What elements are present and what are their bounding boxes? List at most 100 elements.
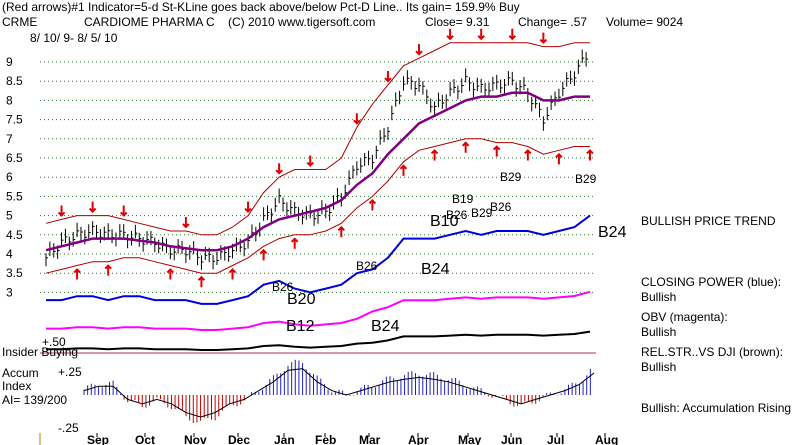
moving-average-line [45,91,590,252]
obv-line [46,290,591,331]
closing-power-line [46,214,591,305]
signal-b29-jun: B29 [500,170,522,184]
buy-arrow [73,268,81,280]
sell-arrow [384,71,392,83]
upper-band-line [45,42,590,236]
x-tick-label: Feb [315,433,336,445]
sell-arrow [508,28,516,41]
legend-rel-str: REL.STR..VS DJI (brown): [641,345,783,359]
buy-arrow [368,198,377,211]
y-tick-label: 7 [6,132,13,146]
y-tick-label: 3 [6,285,13,299]
signal-b24-mar: B24 [371,318,400,335]
buy-arrow [399,164,408,176]
buy-arrow [555,152,563,165]
accum-ma-line [83,368,595,418]
accumulation-rising-note: Bullish: Accumulation Rising [641,401,791,415]
signal-b12: B12 [286,318,315,335]
x-tick-label: Jun [501,433,522,445]
sell-arrow [539,32,548,45]
signal-b29-jul: B29 [575,172,597,186]
y-tick-label: 5 [6,209,13,223]
accum-tick-neg025: -.25 [58,421,79,435]
header-date-range: 8/ 10/ 9- 8/ 5/ 10 [30,31,118,45]
y-tick-label: 4.5 [6,228,23,242]
x-tick-label: Sep [87,433,109,445]
sell-arrow [244,201,252,214]
buy-arrow [228,268,237,280]
header-change: Change= .57 [518,15,587,29]
x-tick-label: May [458,433,482,445]
signal-b20: B20 [287,291,316,308]
signal-b19: B19 [452,192,474,206]
price-gridlines [40,61,594,293]
legend-obv: OBV (magenta): [641,310,728,324]
legend-obv-status: Bullish [641,325,676,339]
sell-arrow [275,163,283,175]
buy-arrow [104,264,112,276]
sell-arrow [57,205,66,217]
buy-arrow [337,225,346,238]
x-tick-label: Mar [359,433,381,445]
price-bands [45,42,590,274]
buy-arrow [586,149,594,161]
y-tick-label: 8.5 [6,74,23,88]
y-tick-label: 8 [6,93,13,107]
legend-closing-power: CLOSING POWER (blue): [641,275,781,289]
buy-arrow [259,248,268,261]
sell-arrow [415,44,423,56]
legend-closing-power-status: Bullish [641,290,676,304]
signal-b10: B10 [430,213,459,230]
signal-arrows [57,28,594,288]
signal-b29-may: B29 [471,206,493,220]
accum-tick-050: +.50 [42,335,66,349]
bullish-price-trend: BULLISH PRICE TREND [641,214,776,228]
sell-arrow [477,28,485,41]
x-tick-label: Apr [408,433,429,445]
y-tick-label: 4 [6,247,13,261]
signal-b24-apr: B24 [421,261,450,278]
y-tick-label: 6.5 [6,151,23,165]
header-volume: Volume= 9024 [606,15,683,29]
legend-rel-str-status: Bullish [641,360,676,374]
y-tick-label: 9 [6,55,13,69]
price-bars [45,49,589,270]
header-indicator-line: (Red arrows)#1 Indicator=5-d St-KLine go… [2,0,520,14]
sell-arrow [88,201,97,214]
buy-arrow [197,275,206,288]
lower-band-line [45,138,590,274]
header-company: CARDIOME PHARMA C [84,15,215,29]
sell-arrow [182,216,190,229]
x-axis-ticks: Sep Oct Nov Dec Jan Feb Mar Apr May Jun Jul Aug [87,433,618,445]
y-tick-label: 6 [6,170,13,184]
x-tick-label: Aug [595,433,618,445]
signal-b24-jul: B24 [598,224,627,241]
buy-arrow [430,149,439,161]
y-axis-ticks: 9 8.5 8 7.5 7 6.5 6 5.5 5 4.5 4 3.5 3 [6,55,23,299]
signal-b26-jan: B26 [272,280,294,294]
x-tick-label: Jan [274,433,295,445]
buy-arrow [493,145,501,157]
x-tick-label: Jul [547,433,564,445]
accum-histogram [83,359,595,424]
buy-arrow [166,268,175,280]
sell-arrow [306,155,314,167]
header-symbol: CRME [2,15,37,29]
buy-arrow [524,149,532,161]
header-copyright: (C) 2010 www.tigersoft.com [228,15,375,29]
header-close: Close= 9.31 [425,15,490,29]
signal-b26-mar: B26 [356,259,378,273]
buy-arrow [461,141,470,153]
signal-b26-may: B26 [490,200,512,214]
rel-strength-line [46,330,591,351]
accum-label: Accum [2,366,39,380]
sell-arrow [353,113,361,125]
sell-arrow [446,28,454,41]
sell-arrow [120,205,128,217]
indicator-lines [45,91,591,351]
buy-arrow [290,237,299,249]
y-tick-label: 7.5 [6,113,23,127]
accum-tick-025: +.25 [58,365,82,379]
x-tick-label: Oct [135,433,155,445]
